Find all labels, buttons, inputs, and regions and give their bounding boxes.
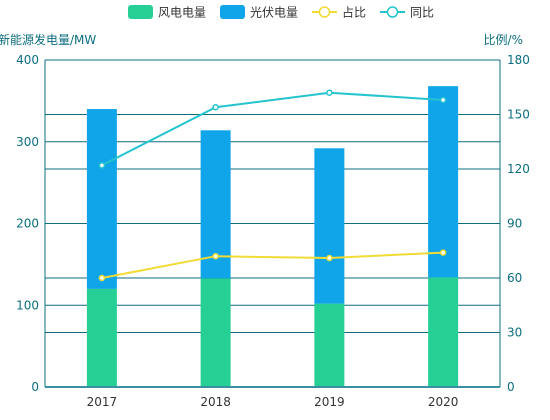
y-tick-label: 300 — [16, 135, 39, 149]
point-占比-2017 — [98, 274, 106, 282]
lines — [98, 89, 447, 282]
bar-风电电量-2019 — [314, 303, 345, 387]
bar-光伏电量-2017 — [86, 109, 117, 289]
y-right-tick-label: 60 — [507, 271, 522, 285]
point-同比-2017 — [98, 162, 106, 169]
y-right-tick-label: 180 — [507, 53, 530, 67]
tick-labels: 0 100 200 300 400 0 30 60 90 120 150 180 2017 2018 201… — [16, 53, 530, 409]
legend-swatch-光伏电量 — [220, 5, 245, 19]
grid-lines — [45, 59, 500, 333]
axes — [44, 60, 501, 388]
y-tick-label: 400 — [16, 53, 39, 67]
point-同比-2019 — [326, 89, 333, 96]
y-tick-label: 0 — [31, 380, 39, 394]
y-right-tick-label: 120 — [507, 162, 530, 176]
y-tick-label: 100 — [16, 298, 39, 312]
y-axis-right-label: 比例/% — [484, 33, 523, 47]
x-tick-label: 2020 — [428, 395, 459, 409]
y-axis-label: 新能源发电量/MW — [0, 32, 96, 47]
point-同比-2018 — [212, 103, 219, 111]
x-tick-label: 2017 — [87, 395, 118, 409]
bar-光伏电量-2019 — [314, 148, 345, 304]
bar-风电电量-2020 — [428, 277, 459, 387]
x-tick-label: 2019 — [314, 395, 345, 409]
legend-label: 风电电量 — [158, 6, 206, 20]
y-right-tick-label: 30 — [507, 326, 522, 340]
line-同比 — [101, 91, 444, 167]
legend-marker-同比 — [386, 6, 399, 18]
line-占比 — [101, 251, 444, 279]
y-right-tick-label: 90 — [507, 217, 522, 231]
legend: 风电电量 光伏电量 占比 同比 — [128, 5, 434, 20]
y-right-tick-label: 150 — [507, 108, 530, 122]
bar-光伏电量-2020 — [428, 86, 459, 278]
point-占比-2020 — [439, 249, 447, 256]
legend-label: 同比 — [410, 6, 434, 20]
legend-label: 占比 — [342, 5, 366, 20]
legend-label: 光伏电量 — [250, 6, 298, 20]
bars — [86, 86, 459, 387]
legend-swatch-风电电量 — [128, 5, 153, 19]
point-占比-2019 — [326, 254, 333, 262]
y-right-tick-label: 0 — [507, 380, 515, 394]
point-同比-2020 — [439, 96, 447, 104]
legend-marker-占比 — [318, 6, 331, 18]
point-占比-2018 — [212, 252, 219, 260]
y-tick-label: 200 — [16, 217, 39, 231]
bar-风电电量-2017 — [86, 288, 117, 387]
x-tick-label: 2018 — [200, 395, 231, 409]
bar-风电电量-2018 — [200, 278, 231, 387]
